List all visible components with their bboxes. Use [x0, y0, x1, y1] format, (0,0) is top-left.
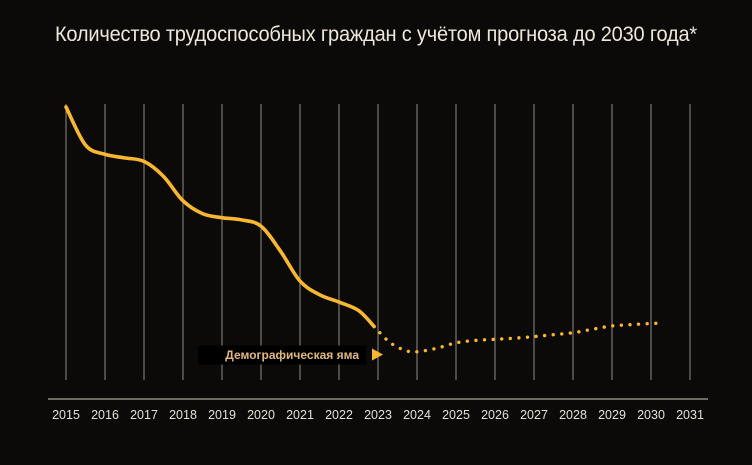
series-lines: [64, 105, 665, 354]
x-tick-label: 2026: [481, 408, 509, 422]
x-tick-label: 2031: [676, 408, 704, 422]
grid-lines: [65, 104, 691, 380]
chart-title: Количество трудоспособных граждан с учёт…: [54, 22, 698, 46]
x-tick-label: 2027: [520, 408, 548, 422]
x-tick-label: 2016: [91, 408, 119, 422]
x-tick-label: 2022: [325, 408, 353, 422]
x-tick-label: 2015: [52, 408, 80, 422]
annotations: Демографическая яма: [198, 345, 383, 365]
x-tick-label: 2024: [403, 408, 431, 422]
series-line-actual: [64, 105, 376, 329]
x-tick-label: 2019: [208, 408, 236, 422]
annotation-label: Демографическая яма: [225, 348, 359, 362]
annotation-arrow-icon: [372, 348, 383, 361]
x-tick-label: 2017: [130, 408, 158, 422]
annotation-background: [198, 345, 366, 365]
x-tick-labels: 2015 2016 2017 2018 2019 2020 2021 2022 2023 2024…: [52, 408, 704, 422]
x-tick-label: 2030: [637, 408, 665, 422]
x-tick-label: 2025: [442, 408, 470, 422]
x-tick-label: 2021: [286, 408, 314, 422]
x-tick-label: 2028: [559, 408, 587, 422]
x-tick-label: 2023: [364, 408, 392, 422]
x-tick-label: 2020: [247, 408, 275, 422]
x-tick-label: 2029: [598, 408, 626, 422]
x-tick-label: 2018: [169, 408, 197, 422]
